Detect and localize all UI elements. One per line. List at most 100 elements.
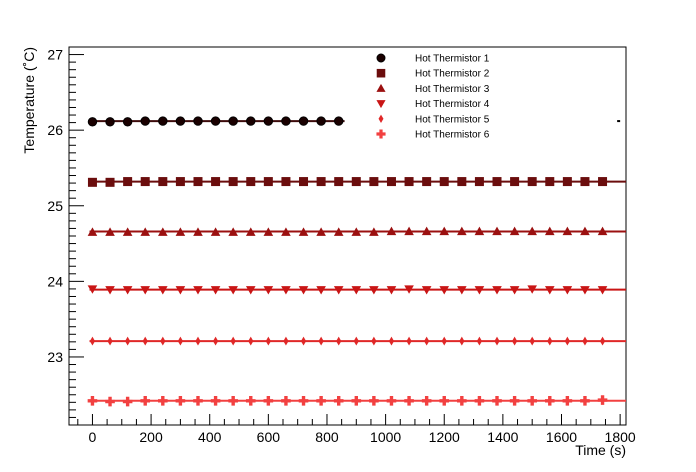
series-6-point bbox=[263, 396, 274, 406]
series-2-point bbox=[105, 177, 115, 187]
series-4-point bbox=[105, 286, 115, 295]
series-5-point bbox=[353, 336, 359, 346]
series-6-point bbox=[105, 396, 115, 407]
series-3-point bbox=[105, 227, 115, 236]
axes: 0 200 400 600 800 1000 1200 1400 1600 1800 23 24 25 2… bbox=[47, 46, 636, 445]
series-1-point bbox=[298, 116, 309, 126]
series-5-point bbox=[230, 336, 236, 346]
series-6-point bbox=[597, 395, 608, 405]
series-5-point bbox=[212, 336, 219, 346]
series-1-point bbox=[210, 116, 221, 126]
x-tick-label: 0 bbox=[89, 429, 97, 445]
series-2-point bbox=[422, 177, 432, 187]
series-4-point bbox=[386, 286, 397, 295]
series-6-point bbox=[509, 396, 520, 406]
legend-marker-4 bbox=[376, 100, 386, 109]
x-tick-label: 1800 bbox=[605, 429, 636, 445]
series-4-point bbox=[597, 286, 608, 295]
legend-label-6: Hot Thermistor 6 bbox=[415, 130, 490, 141]
series-1-point bbox=[263, 116, 274, 126]
series-6-point bbox=[562, 396, 573, 406]
series-1-point bbox=[193, 116, 203, 126]
series-5-point bbox=[195, 336, 201, 346]
x-tick-label: 1000 bbox=[370, 429, 401, 445]
series-5-point bbox=[441, 336, 447, 346]
series-5-point bbox=[248, 336, 254, 346]
series-6-point bbox=[527, 396, 537, 406]
series-3-point bbox=[281, 227, 291, 236]
series-3-point bbox=[597, 226, 608, 236]
y-tick-label: 24 bbox=[47, 273, 63, 289]
series-3-point bbox=[580, 226, 590, 236]
series-2-point bbox=[263, 177, 273, 187]
series-6-point bbox=[492, 396, 502, 406]
series-2-point bbox=[527, 177, 537, 187]
series-1-point bbox=[281, 116, 291, 126]
series-2-point bbox=[510, 177, 520, 187]
series-4-point bbox=[421, 286, 432, 295]
series-5-point bbox=[107, 336, 113, 346]
series-4-point bbox=[281, 286, 291, 295]
series-4-point bbox=[263, 286, 274, 295]
series-1-point bbox=[175, 116, 186, 126]
y-axis-title: Temperature (˚C) bbox=[21, 47, 37, 154]
series-4-point bbox=[492, 286, 502, 295]
series-4-point bbox=[298, 286, 309, 295]
legend-marker-6 bbox=[376, 129, 386, 139]
series-3-point bbox=[158, 227, 168, 236]
series-2-point bbox=[299, 177, 309, 187]
x-tick-label: 400 bbox=[198, 429, 222, 445]
series-5-point bbox=[265, 336, 271, 346]
y-tick-label: 27 bbox=[47, 47, 63, 63]
y-tick-label: 26 bbox=[47, 122, 63, 138]
series-6-point bbox=[421, 396, 432, 406]
series-6-point bbox=[316, 396, 326, 406]
x-tick-label: 200 bbox=[139, 429, 163, 445]
series-4-point bbox=[245, 286, 256, 295]
series-3-point bbox=[527, 226, 537, 236]
series-6-point bbox=[210, 396, 221, 406]
series-6-point bbox=[298, 396, 309, 406]
y-tick-label: 23 bbox=[47, 349, 63, 365]
x-tick-label: 800 bbox=[315, 429, 339, 445]
series-6-point bbox=[369, 396, 379, 406]
series-5-point bbox=[177, 336, 183, 346]
legend-label-5: Hot Thermistor 5 bbox=[415, 114, 490, 125]
series-6-point bbox=[457, 396, 467, 406]
series-4-point bbox=[369, 286, 379, 295]
series-2-point bbox=[334, 177, 344, 187]
series-2-point bbox=[369, 177, 379, 187]
series-5-point bbox=[459, 336, 465, 346]
series-6-point bbox=[386, 396, 397, 406]
series-3-point bbox=[351, 227, 362, 236]
series-5-point bbox=[283, 336, 289, 346]
x-tick-label: 1600 bbox=[546, 429, 577, 445]
series-4-point bbox=[316, 286, 326, 295]
series-5-point bbox=[89, 336, 96, 346]
series-2-point bbox=[158, 177, 168, 187]
series-2-point bbox=[123, 177, 133, 187]
series-4-point bbox=[544, 286, 555, 295]
data-markers bbox=[87, 116, 608, 407]
series-2-point bbox=[246, 177, 256, 187]
series-6-point bbox=[175, 396, 186, 406]
series-4-point bbox=[509, 286, 520, 295]
legend-marker-5 bbox=[378, 114, 384, 123]
series-2-point bbox=[228, 177, 238, 187]
series-3-point bbox=[421, 226, 432, 236]
series-2-point bbox=[545, 177, 555, 187]
series-3-point bbox=[263, 227, 274, 236]
series-4-point bbox=[562, 286, 573, 295]
series-2-point bbox=[474, 177, 484, 187]
series-2-point bbox=[562, 177, 572, 187]
series-2-point bbox=[351, 177, 361, 187]
series-2-point bbox=[439, 177, 449, 187]
series-1-point bbox=[246, 116, 256, 126]
fit-lines bbox=[89, 120, 626, 402]
series-2-point bbox=[457, 177, 467, 187]
series-3-point bbox=[544, 226, 555, 236]
series-3-point bbox=[474, 226, 485, 236]
series-4-point bbox=[351, 286, 362, 295]
series-6-point bbox=[404, 396, 414, 406]
series-1-point bbox=[140, 116, 150, 126]
